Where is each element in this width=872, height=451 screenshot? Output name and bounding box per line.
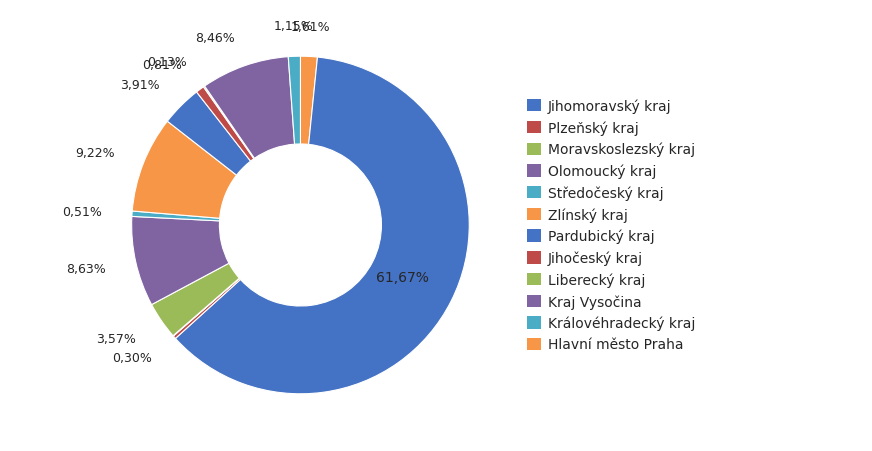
Wedge shape [167,93,250,176]
Text: 3,91%: 3,91% [120,78,160,92]
Wedge shape [152,264,239,336]
Legend: Jihomoravský kraj, Plzeňský kraj, Moravskoslezský kraj, Olomoucký kraj, Středoče: Jihomoravský kraj, Plzeňský kraj, Moravs… [527,99,695,352]
Wedge shape [132,212,220,221]
Wedge shape [196,87,254,162]
Wedge shape [289,57,301,145]
Wedge shape [174,279,241,339]
Wedge shape [203,87,255,159]
Text: 0,30%: 0,30% [112,351,152,364]
Wedge shape [175,58,469,394]
Text: 8,63%: 8,63% [66,262,106,276]
Text: 0,81%: 0,81% [142,59,182,72]
Text: 0,51%: 0,51% [62,206,102,219]
Wedge shape [173,279,240,336]
Wedge shape [133,122,236,219]
Text: 61,67%: 61,67% [377,270,429,284]
Wedge shape [301,57,317,145]
Text: 0,13%: 0,13% [147,56,187,69]
Text: 1,15%: 1,15% [274,20,313,33]
Text: 1,61%: 1,61% [290,21,330,33]
Text: 8,46%: 8,46% [194,32,235,45]
Text: 3,57%: 3,57% [97,332,136,345]
Wedge shape [132,217,229,305]
Wedge shape [205,58,295,159]
Text: 9,22%: 9,22% [75,147,115,160]
